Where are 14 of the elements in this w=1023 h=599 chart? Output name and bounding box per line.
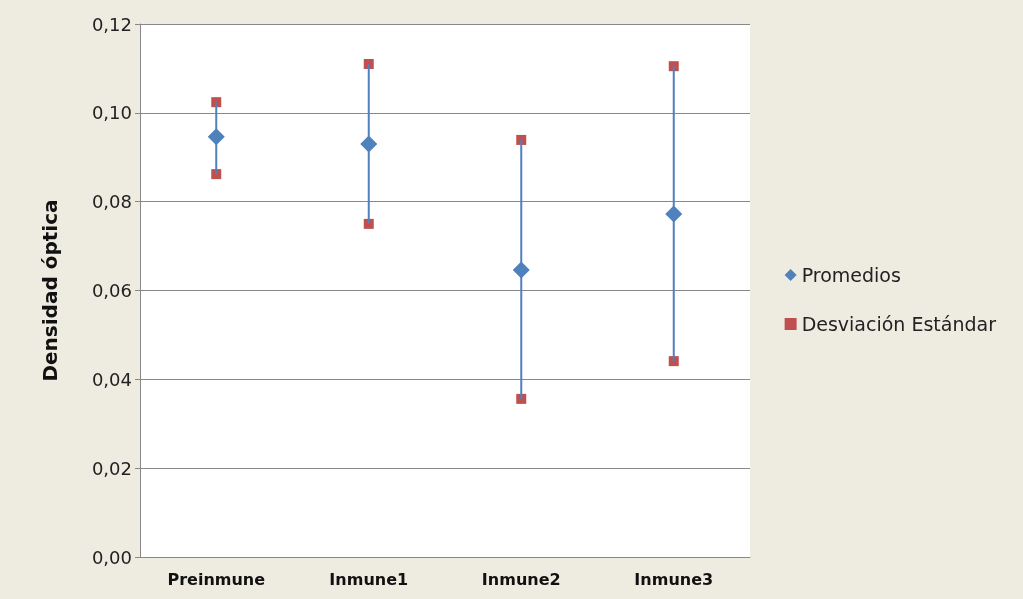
legend-label: Desviación Estándar — [801, 313, 997, 335]
y-axis-title: Densidad óptica — [38, 199, 62, 382]
y-tick-label: 0,00 — [91, 546, 132, 568]
x-tick-label: Inmune3 — [634, 569, 714, 589]
x-tick-label: Preinmune — [167, 569, 266, 589]
x-tick-label: Inmune2 — [481, 569, 561, 589]
y-tick-label: 0,08 — [91, 191, 132, 213]
x-tick-label: Inmune1 — [329, 569, 409, 589]
y-tick-label: 0,12 — [91, 13, 132, 35]
y-tick-label: 0,04 — [91, 368, 132, 390]
y-tick-label: 0,02 — [91, 457, 132, 479]
y-tick-label: 0,10 — [91, 102, 132, 124]
y-tick-label: 0,06 — [91, 280, 132, 301]
legend-label: Promedios — [801, 264, 901, 286]
